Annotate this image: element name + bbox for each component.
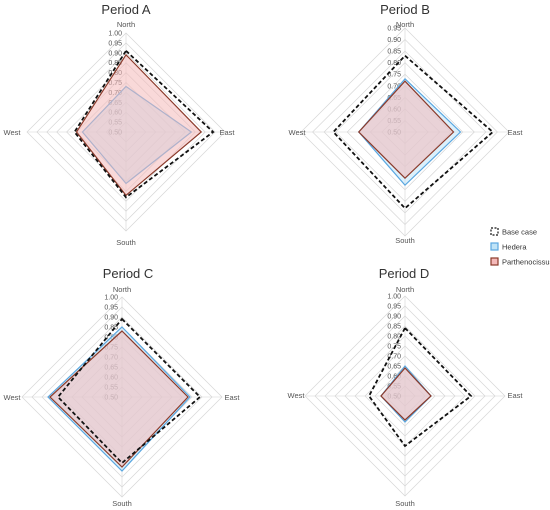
- chart-title: Period C: [103, 266, 154, 281]
- series-base-case: [332, 54, 495, 210]
- tick-label: 0.95: [104, 305, 118, 312]
- axis-label-north: North: [396, 20, 414, 29]
- series-base-case: [73, 49, 215, 199]
- legend-label: Base case: [502, 228, 537, 237]
- tick-label: 0.90: [108, 50, 122, 57]
- axis-label-north: North: [117, 20, 135, 29]
- axis-label-south: South: [395, 236, 415, 245]
- tick-label: 1.00: [104, 295, 118, 302]
- radar-series: [332, 54, 495, 210]
- chart-title: Period A: [101, 2, 150, 17]
- axis-label-south: South: [395, 499, 415, 508]
- axis-label-west: West: [4, 128, 22, 137]
- radar-series: [47, 317, 202, 472]
- tick-label: 0.85: [108, 60, 122, 67]
- panel-period-d: Period D 0.500.550.600.650.700.750.800.8…: [288, 266, 524, 508]
- tick-label: 1.00: [387, 294, 401, 301]
- tick-label: 0.85: [104, 325, 118, 332]
- tick-label: 0.80: [387, 334, 401, 341]
- axis-label-north: North: [113, 285, 131, 294]
- series-parthenocissus: [75, 53, 203, 197]
- chart-title: Period B: [380, 2, 430, 17]
- series-base-case: [56, 317, 202, 465]
- axis-label-east: East: [224, 393, 240, 402]
- axis-label-south: South: [112, 499, 132, 508]
- series-parthenocissus: [49, 330, 189, 468]
- tick-label: 0.75: [387, 72, 401, 79]
- chart-title: Period D: [379, 266, 430, 281]
- tick-label: 0.60: [387, 374, 401, 381]
- legend-item-hedera: Hedera: [490, 242, 527, 252]
- axis-label-east: East: [507, 128, 523, 137]
- series-parthenocissus: [380, 367, 432, 421]
- tick-label: 0.90: [387, 37, 401, 44]
- radar-series: [367, 326, 473, 448]
- axis-label-north: North: [396, 285, 414, 294]
- panel-period-b: Period B 0.500.550.600.650.700.750.800.8…: [289, 2, 524, 245]
- legend-swatch-base-case: [490, 227, 499, 236]
- tick-label: 0.90: [104, 315, 118, 322]
- legend-label: Parthenocissus: [502, 258, 550, 267]
- tick-label: 0.95: [108, 40, 122, 47]
- tick-label: 1.00: [108, 31, 122, 38]
- panel-period-a: Period A 0.500.550.600.650.700.750.800.8…: [4, 2, 236, 247]
- tick-label: 0.95: [387, 26, 401, 33]
- axis-label-west: West: [288, 391, 306, 400]
- panel-period-c: Period C 0.500.550.600.650.700.750.800.8…: [4, 266, 241, 508]
- series-parthenocissus: [357, 80, 455, 180]
- tick-label: 0.90: [387, 314, 401, 321]
- tick-label: 0.85: [387, 49, 401, 56]
- tick-label: 0.70: [387, 83, 401, 90]
- legend-item-parthenocissus: Parthenocissus: [490, 257, 550, 267]
- tick-label: 0.95: [387, 304, 401, 311]
- tick-label: 0.70: [387, 354, 401, 361]
- axis-label-east: East: [507, 391, 523, 400]
- axis-label-east: East: [219, 128, 235, 137]
- series-base-case: [367, 326, 473, 448]
- axis-label-west: West: [289, 128, 307, 137]
- tick-label: 0.65: [387, 364, 401, 371]
- legend: Base case Hedera Parthenocissus: [490, 227, 550, 267]
- legend-swatch-parthenocissus: [490, 257, 499, 266]
- radar-series: [73, 49, 215, 199]
- legend-item-base-case: Base case: [490, 227, 537, 237]
- axis-label-west: West: [4, 393, 22, 402]
- legend-swatch-hedera: [490, 242, 499, 251]
- tick-label: 0.80: [387, 60, 401, 67]
- legend-label: Hedera: [502, 243, 527, 252]
- axis-label-south: South: [116, 238, 136, 247]
- tick-label: 0.85: [387, 324, 401, 331]
